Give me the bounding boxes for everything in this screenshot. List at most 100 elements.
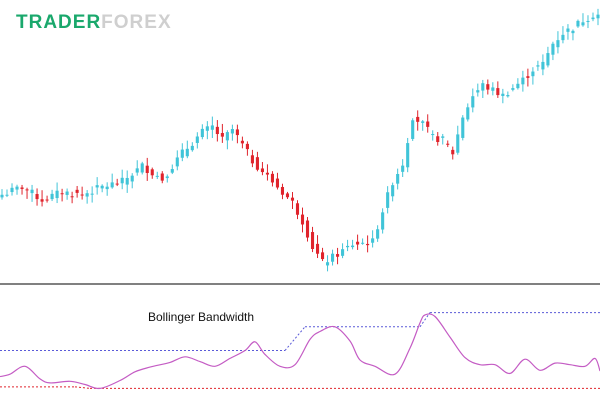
candle-body [351,245,355,248]
candle [45,195,49,203]
candle-body [536,65,540,67]
candle-body [346,245,350,248]
candle-body [175,157,179,167]
candle-body [135,168,139,173]
candle [150,167,154,179]
candle-body [476,90,480,93]
candle [285,191,290,200]
candle [175,150,179,171]
candle [160,171,164,184]
candle-body [215,126,219,135]
candle-body [541,61,545,70]
candle [25,187,29,199]
candle-body [20,187,24,189]
candle [155,171,159,180]
candle [391,182,395,202]
candle-body [376,229,380,239]
candle-body [441,136,445,138]
candle [280,183,285,200]
candle [341,243,345,259]
candle-body [205,126,209,131]
candle-body [566,28,570,32]
candle-body [180,149,184,158]
candle [140,161,144,175]
candle-body [305,220,310,238]
candle [35,188,39,206]
candle [336,247,340,265]
candle [591,12,595,22]
candle [195,132,199,149]
candle [461,115,465,141]
candle-body [155,175,159,177]
candle-body [95,185,99,188]
candle [471,88,475,113]
candle-body [50,193,54,200]
candle-body [245,143,249,150]
candle-body [320,252,325,260]
candle [536,60,540,71]
candle [105,182,109,196]
candle-body [275,178,280,188]
candle [165,174,169,183]
candle-body [90,193,94,195]
candle [506,91,510,98]
candle-body [486,84,490,90]
candle [5,189,9,198]
reference-lines [0,312,600,389]
candle-body [30,189,34,194]
candle-body [596,14,600,19]
candle-body [40,199,44,202]
candle [371,230,375,248]
candle-body [195,136,199,143]
candle [556,31,560,54]
candle-body [451,149,455,155]
candle [516,78,520,90]
candle [386,186,390,214]
candle-body [586,20,590,22]
candle [561,26,565,44]
candle-body [501,93,505,97]
candle [381,208,385,234]
candle-body [285,193,290,198]
candle-body [100,185,104,189]
candle [300,207,305,233]
candle [10,183,14,196]
candle-body [516,83,520,89]
candle-body [401,165,405,172]
candle-body [381,212,385,230]
candle-body [65,191,69,195]
candle [446,140,450,148]
candle [220,123,224,143]
candle-body [576,20,580,27]
candle [456,125,460,155]
candle-body [25,189,29,191]
candle [566,24,570,40]
candle-body [230,129,234,134]
candle [356,234,360,250]
candle-body [531,71,535,77]
candle-body [446,143,450,145]
candle-body [581,22,585,26]
candle-body [120,177,124,184]
indicator-title: Bollinger Bandwidth [148,310,255,324]
candle-body [310,232,315,250]
candle-body [185,148,189,157]
candle [235,124,239,144]
candle [596,8,600,26]
candle [270,171,275,187]
candle [190,142,194,152]
candle [120,169,124,190]
candle-body [496,88,500,96]
candle [511,84,515,92]
candle [491,82,495,96]
candle [210,116,214,139]
candle-body [55,190,59,199]
candle [531,67,535,85]
candle [205,121,209,140]
candle-body [356,241,360,245]
candle [406,137,410,173]
candle [265,164,269,181]
candle [486,79,490,95]
candle-body [396,174,400,184]
candle-body [436,136,440,143]
